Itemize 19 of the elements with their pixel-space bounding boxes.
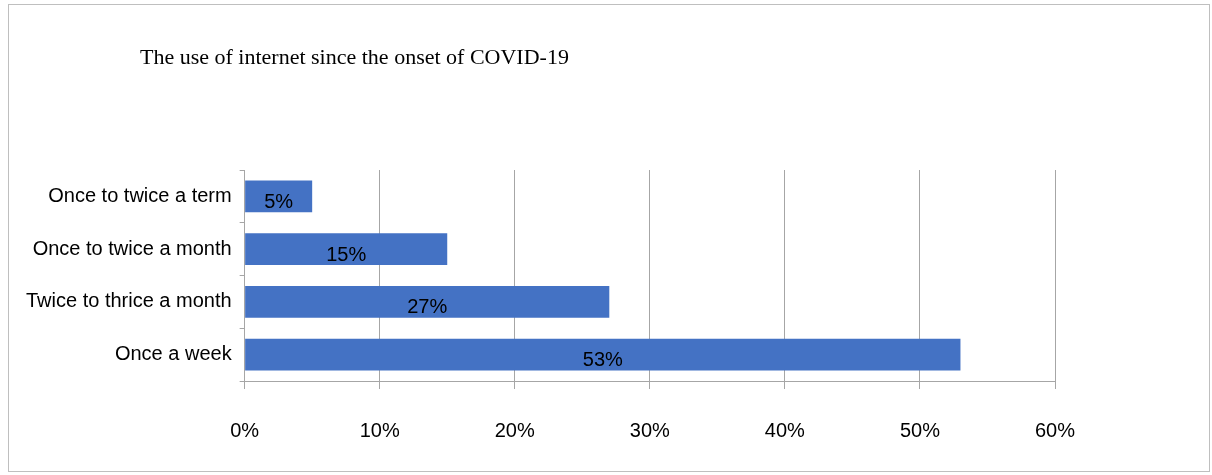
x-tick-label: 50%	[899, 418, 941, 441]
x-tick-label: 30%	[629, 418, 671, 441]
y-tick-label: Once a week	[114, 342, 233, 365]
y-tick-label: Once to twice a month	[32, 236, 232, 259]
bar	[245, 338, 961, 371]
chart-title: The use of internet since the onset of COVID-19	[140, 43, 569, 69]
bar	[245, 233, 448, 265]
x-tick-label: 60%	[1034, 418, 1076, 441]
y-tick-label: Twice to thrice a month	[25, 289, 232, 312]
y-tick-label: Once to twice a term	[48, 183, 232, 206]
x-tick-label: 10%	[359, 418, 400, 441]
data-label: 27%	[407, 295, 448, 318]
x-tick-label: 0%	[230, 418, 260, 441]
data-label: 5%	[264, 189, 294, 212]
data-label: 15%	[326, 242, 367, 265]
bar	[245, 286, 610, 318]
data-label: 53%	[582, 348, 624, 371]
x-tick-label: 40%	[764, 418, 806, 441]
x-tick-label: 20%	[494, 418, 535, 441]
